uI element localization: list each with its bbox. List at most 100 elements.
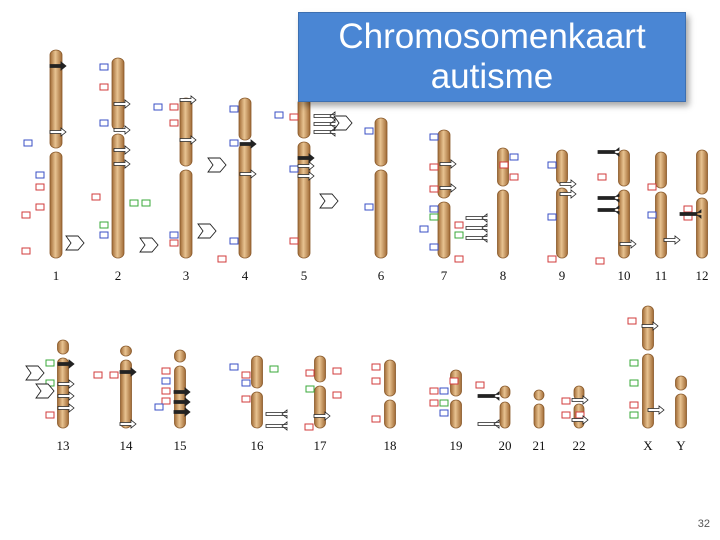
locus-marker-27 xyxy=(364,127,374,135)
locus-marker-3 xyxy=(23,139,33,147)
chromosome-16-p-arm xyxy=(251,355,263,389)
locus-arrow-11 xyxy=(313,119,336,129)
locus-arrow-29 xyxy=(57,359,75,369)
chromosome-label-X: X xyxy=(643,438,653,453)
locus-marker-30 xyxy=(429,163,439,171)
chromosome-14-p-arm xyxy=(120,345,132,357)
chromosome-6-q-arm xyxy=(374,169,388,259)
locus-arrow-23 xyxy=(559,189,577,199)
locus-arrow-35 xyxy=(173,387,191,397)
locus-marker-53 xyxy=(45,411,55,419)
chromosome-15-q-arm xyxy=(174,365,186,429)
region-chevron-7 xyxy=(35,383,55,399)
chromosome-18-q-arm xyxy=(384,399,396,429)
chromosome-9-p-arm xyxy=(556,149,568,185)
locus-arrow-46 xyxy=(647,405,665,415)
locus-marker-2 xyxy=(99,119,109,127)
chromosome-label-15: 15 xyxy=(174,438,187,453)
locus-marker-38 xyxy=(454,255,464,263)
region-chevron-3 xyxy=(207,157,227,173)
locus-arrow-0 xyxy=(49,61,67,71)
locus-marker-37 xyxy=(429,243,439,251)
locus-marker-78 xyxy=(439,399,449,407)
locus-marker-77 xyxy=(429,399,439,407)
chromosome-11-q-arm xyxy=(655,191,667,259)
locus-arrow-14 xyxy=(297,161,315,171)
locus-arrow-26 xyxy=(619,239,637,249)
locus-arrow-44 xyxy=(571,415,589,425)
slide-title: Chromosomenkaart autisme xyxy=(298,12,686,102)
chromosome-label-12: 12 xyxy=(696,268,709,283)
locus-marker-5 xyxy=(35,183,45,191)
locus-arrow-9 xyxy=(239,169,257,179)
locus-marker-73 xyxy=(371,415,381,423)
chromosome-label-7: 7 xyxy=(441,268,448,283)
locus-marker-85 xyxy=(629,359,639,367)
locus-marker-43 xyxy=(547,213,557,221)
locus-marker-41 xyxy=(509,173,519,181)
locus-marker-80 xyxy=(475,381,485,389)
chromosome-9-q-arm xyxy=(556,187,568,259)
locus-marker-31 xyxy=(429,185,439,193)
locus-arrow-7 xyxy=(179,135,197,145)
chromosome-17-p-arm xyxy=(314,355,326,383)
locus-marker-16 xyxy=(169,119,179,127)
locus-arrow-20 xyxy=(465,233,488,243)
locus-marker-45 xyxy=(597,173,607,181)
locus-marker-51 xyxy=(45,359,55,367)
locus-arrow-18 xyxy=(465,213,488,223)
locus-marker-57 xyxy=(161,377,171,385)
chromosome-2-p-arm xyxy=(111,57,125,131)
locus-marker-42 xyxy=(547,161,557,169)
locus-marker-56 xyxy=(161,367,171,375)
locus-marker-70 xyxy=(304,423,314,431)
chromosome-Y-p-arm xyxy=(675,375,687,391)
locus-marker-7 xyxy=(21,211,31,219)
chromosome-label-5: 5 xyxy=(301,268,308,283)
chromosome-label-Y: Y xyxy=(676,438,686,453)
chromosome-22-p-arm xyxy=(573,385,585,401)
locus-marker-87 xyxy=(629,401,639,409)
chromosome-20-q-arm xyxy=(499,401,511,429)
region-chevron-5 xyxy=(319,193,339,209)
locus-marker-28 xyxy=(364,203,374,211)
region-chevron-1 xyxy=(139,237,159,253)
locus-marker-26 xyxy=(289,237,299,245)
locus-marker-71 xyxy=(371,363,381,371)
locus-arrow-36 xyxy=(173,397,191,407)
locus-marker-32 xyxy=(429,205,439,213)
locus-arrow-4 xyxy=(113,145,131,155)
locus-marker-19 xyxy=(229,105,239,113)
chromosome-label-8: 8 xyxy=(500,268,507,283)
chromosome-13-p-arm xyxy=(57,339,69,355)
locus-arrow-33 xyxy=(119,367,137,377)
locus-arrow-30 xyxy=(57,379,75,389)
chromosome-19-q-arm xyxy=(450,399,462,429)
locus-marker-18 xyxy=(169,239,179,247)
chromosome-10-q-arm xyxy=(618,189,630,259)
locus-marker-29 xyxy=(429,133,439,141)
locus-arrow-25 xyxy=(597,205,620,215)
locus-marker-82 xyxy=(561,411,571,419)
locus-arrow-22 xyxy=(559,179,577,189)
chromosome-label-6: 6 xyxy=(378,268,385,283)
locus-marker-11 xyxy=(99,231,109,239)
chromosome-13-q-arm xyxy=(57,357,69,429)
locus-marker-15 xyxy=(169,103,179,111)
locus-marker-44 xyxy=(547,255,557,263)
chromosome-label-20: 20 xyxy=(499,438,512,453)
locus-marker-21 xyxy=(229,237,239,245)
locus-marker-46 xyxy=(647,183,657,191)
chromosome-5-p-arm xyxy=(297,97,311,139)
locus-marker-14 xyxy=(153,103,163,111)
chromosome-label-16: 16 xyxy=(251,438,265,453)
title-line-1: Chromosomenkaart xyxy=(338,17,646,56)
chromosome-5-q-arm xyxy=(297,141,311,259)
locus-arrow-39 xyxy=(265,421,288,431)
chromosome-label-17: 17 xyxy=(314,438,328,453)
locus-marker-35 xyxy=(454,221,464,229)
chromosome-16-q-arm xyxy=(251,391,263,429)
chromosome-12-q-arm xyxy=(696,197,708,259)
locus-marker-72 xyxy=(371,377,381,385)
locus-arrow-27 xyxy=(663,235,681,245)
